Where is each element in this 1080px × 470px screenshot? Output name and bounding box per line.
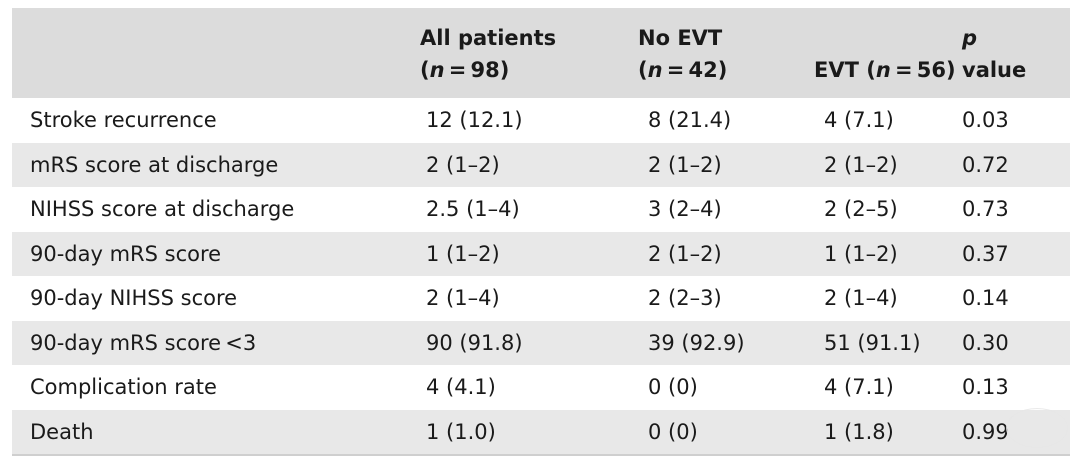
cell-evt: 2 (1–4) (824, 286, 898, 311)
cell-no-evt: 2 (1–2) (648, 152, 722, 177)
table-row: Complication rate 4 (4.1) 0 (0) 4 (7.1) … (12, 365, 1070, 410)
header-noevt-line1: No EVT (638, 26, 723, 50)
cell-evt: 2 (2–5) (824, 197, 898, 222)
cell-p-value: 0.14 (962, 286, 1009, 311)
cell-no-evt: 2 (1–2) (648, 241, 722, 266)
table-row: Death 1 (1.0) 0 (0) 1 (1.8) 0.99 (12, 409, 1070, 454)
header-all-count: = 98) (444, 58, 510, 82)
header-noevt-line2: (n = 42) (638, 54, 784, 86)
header-all-line1: All patients (420, 26, 557, 50)
header-noevt-paren: ( (638, 58, 648, 82)
row-label: NIHSS score at discharge (30, 197, 295, 222)
header-value: value (962, 58, 1027, 82)
watermark-seal-icon (1006, 408, 1068, 448)
header-noevt-n: n (647, 58, 663, 82)
cell-all-patients: 1 (1.0) (426, 419, 496, 444)
header-all-paren: ( (420, 58, 430, 82)
cell-p-value: 0.99 (962, 419, 1009, 444)
cell-no-evt: 2 (2–3) (648, 286, 722, 311)
table-row: mRS score at discharge 2 (1–2) 2 (1–2) 2… (12, 142, 1070, 187)
results-table-container: All patients (n = 98) No EVT (n = 42) EV… (12, 8, 1070, 456)
cell-p-value: 0.30 (962, 330, 1009, 355)
row-label: mRS score at discharge (30, 152, 279, 177)
header-evt-n: n (875, 58, 891, 82)
header-evt-label: EVT ( (814, 58, 876, 82)
header-row: All patients (n = 98) No EVT (n = 42) EV… (12, 8, 1070, 98)
cell-all-patients: 4 (4.1) (426, 375, 496, 400)
cell-evt: 2 (1–2) (824, 152, 898, 177)
table-body: Stroke recurrence 12 (12.1) 8 (21.4) 4 (… (12, 98, 1070, 454)
header-noevt-count: = 42) (662, 58, 728, 82)
cell-all-patients: 2 (1–4) (426, 286, 500, 311)
header-evt-line2: EVT (n = 56) (814, 54, 956, 86)
cell-no-evt: 3 (2–4) (648, 197, 722, 222)
cell-no-evt: 39 (92.9) (648, 330, 745, 355)
header-p-value: p value (956, 8, 1070, 98)
header-empty (12, 8, 396, 98)
row-label: Death (30, 419, 94, 444)
cell-all-patients: 2.5 (1–4) (426, 197, 520, 222)
row-label: Stroke recurrence (30, 108, 217, 133)
cell-p-value: 0.13 (962, 375, 1009, 400)
table-row: 90-day mRS score 1 (1–2) 2 (1–2) 1 (1–2)… (12, 231, 1070, 276)
cell-no-evt: 0 (0) (648, 419, 698, 444)
header-all-patients: All patients (n = 98) (396, 8, 614, 98)
row-label: Complication rate (30, 375, 217, 400)
table-row: Stroke recurrence 12 (12.1) 8 (21.4) 4 (… (12, 98, 1070, 143)
cell-no-evt: 8 (21.4) (648, 108, 732, 133)
cell-evt: 1 (1–2) (824, 241, 898, 266)
cell-p-value: 0.73 (962, 197, 1009, 222)
table-header: All patients (n = 98) No EVT (n = 42) EV… (12, 8, 1070, 98)
cell-evt: 4 (7.1) (824, 375, 894, 400)
table-row: 90-day NIHSS score 2 (1–4) 2 (2–3) 2 (1–… (12, 276, 1070, 321)
row-label: 90-day mRS score (30, 241, 222, 266)
cell-evt: 4 (7.1) (824, 108, 894, 133)
cell-all-patients: 90 (91.8) (426, 330, 523, 355)
table-row: NIHSS score at discharge 2.5 (1–4) 3 (2–… (12, 187, 1070, 232)
table-bottom-rule (12, 454, 1070, 456)
header-evt: EVT (n = 56) (784, 8, 956, 98)
row-label: 90-day mRS score <3 (30, 330, 257, 355)
table-row: 90-day mRS score <3 90 (91.8) 39 (92.9) … (12, 320, 1070, 365)
row-label: 90-day NIHSS score (30, 286, 238, 311)
header-all-line2: (n = 98) (420, 54, 614, 86)
cell-p-value: 0.03 (962, 108, 1009, 133)
cell-all-patients: 1 (1–2) (426, 241, 500, 266)
results-table: All patients (n = 98) No EVT (n = 42) EV… (12, 8, 1070, 454)
header-evt-count: = 56) (890, 58, 956, 82)
cell-p-value: 0.37 (962, 241, 1009, 266)
header-p: p (962, 26, 978, 50)
header-all-n: n (429, 58, 445, 82)
header-no-evt: No EVT (n = 42) (614, 8, 784, 98)
cell-p-value: 0.72 (962, 152, 1009, 177)
cell-all-patients: 2 (1–2) (426, 152, 500, 177)
cell-all-patients: 12 (12.1) (426, 108, 523, 133)
cell-no-evt: 0 (0) (648, 375, 698, 400)
cell-evt: 1 (1.8) (824, 419, 894, 444)
cell-evt: 51 (91.1) (824, 330, 921, 355)
